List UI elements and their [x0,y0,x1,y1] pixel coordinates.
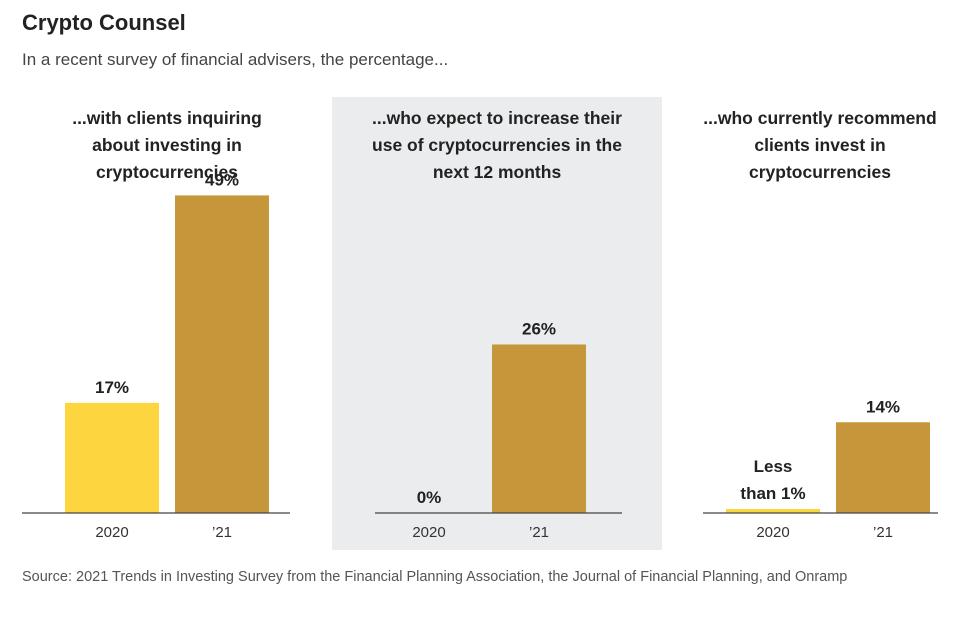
source-note: Source: 2021 Trends in Investing Survey … [22,569,848,585]
chart-subtitle: In a recent survey of financial advisers… [22,50,449,69]
bar-2020 [65,402,159,513]
category-label: ’21 [529,524,549,541]
value-label: 17% [95,378,129,397]
panel-title: ...who currently recommend clients invest… [703,108,937,182]
bar-chart: Less than 1% 2020 14% ’21 [703,397,938,541]
value-label: 14% [866,397,900,416]
bar-2021 [836,422,930,513]
bar-2020 [726,509,820,513]
chart-title: Crypto Counsel [22,10,186,35]
value-label: 0% [417,488,442,507]
bar-2021 [175,195,269,513]
category-label: 2020 [756,524,789,541]
value-label: than 1% [740,484,805,503]
bar-chart: 17% 2020 49% ’21 [22,170,290,541]
panel-recommend: ...who currently recommend clients invest… [680,97,960,550]
category-label: 2020 [412,524,445,541]
panel-title: ...with clients inquiring about investing… [72,108,262,182]
panel-inquiring: ...with clients inquiring about investing… [22,97,312,550]
bar-2021 [492,344,586,513]
bar-chart: 0% 2020 26% ’21 [375,319,622,541]
panel-expect-increase: ...who expect to increase their use of cr… [332,97,662,550]
category-label: ’21 [873,524,893,541]
category-label: ’21 [212,524,232,541]
value-label: Less [754,457,793,476]
category-label: 2020 [95,524,128,541]
value-label: 49% [205,170,239,189]
panel-title: ...who expect to increase their use of cr… [372,108,622,182]
value-label: 26% [522,319,556,338]
